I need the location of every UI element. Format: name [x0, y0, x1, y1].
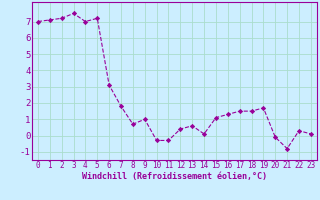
X-axis label: Windchill (Refroidissement éolien,°C): Windchill (Refroidissement éolien,°C) — [82, 172, 267, 181]
